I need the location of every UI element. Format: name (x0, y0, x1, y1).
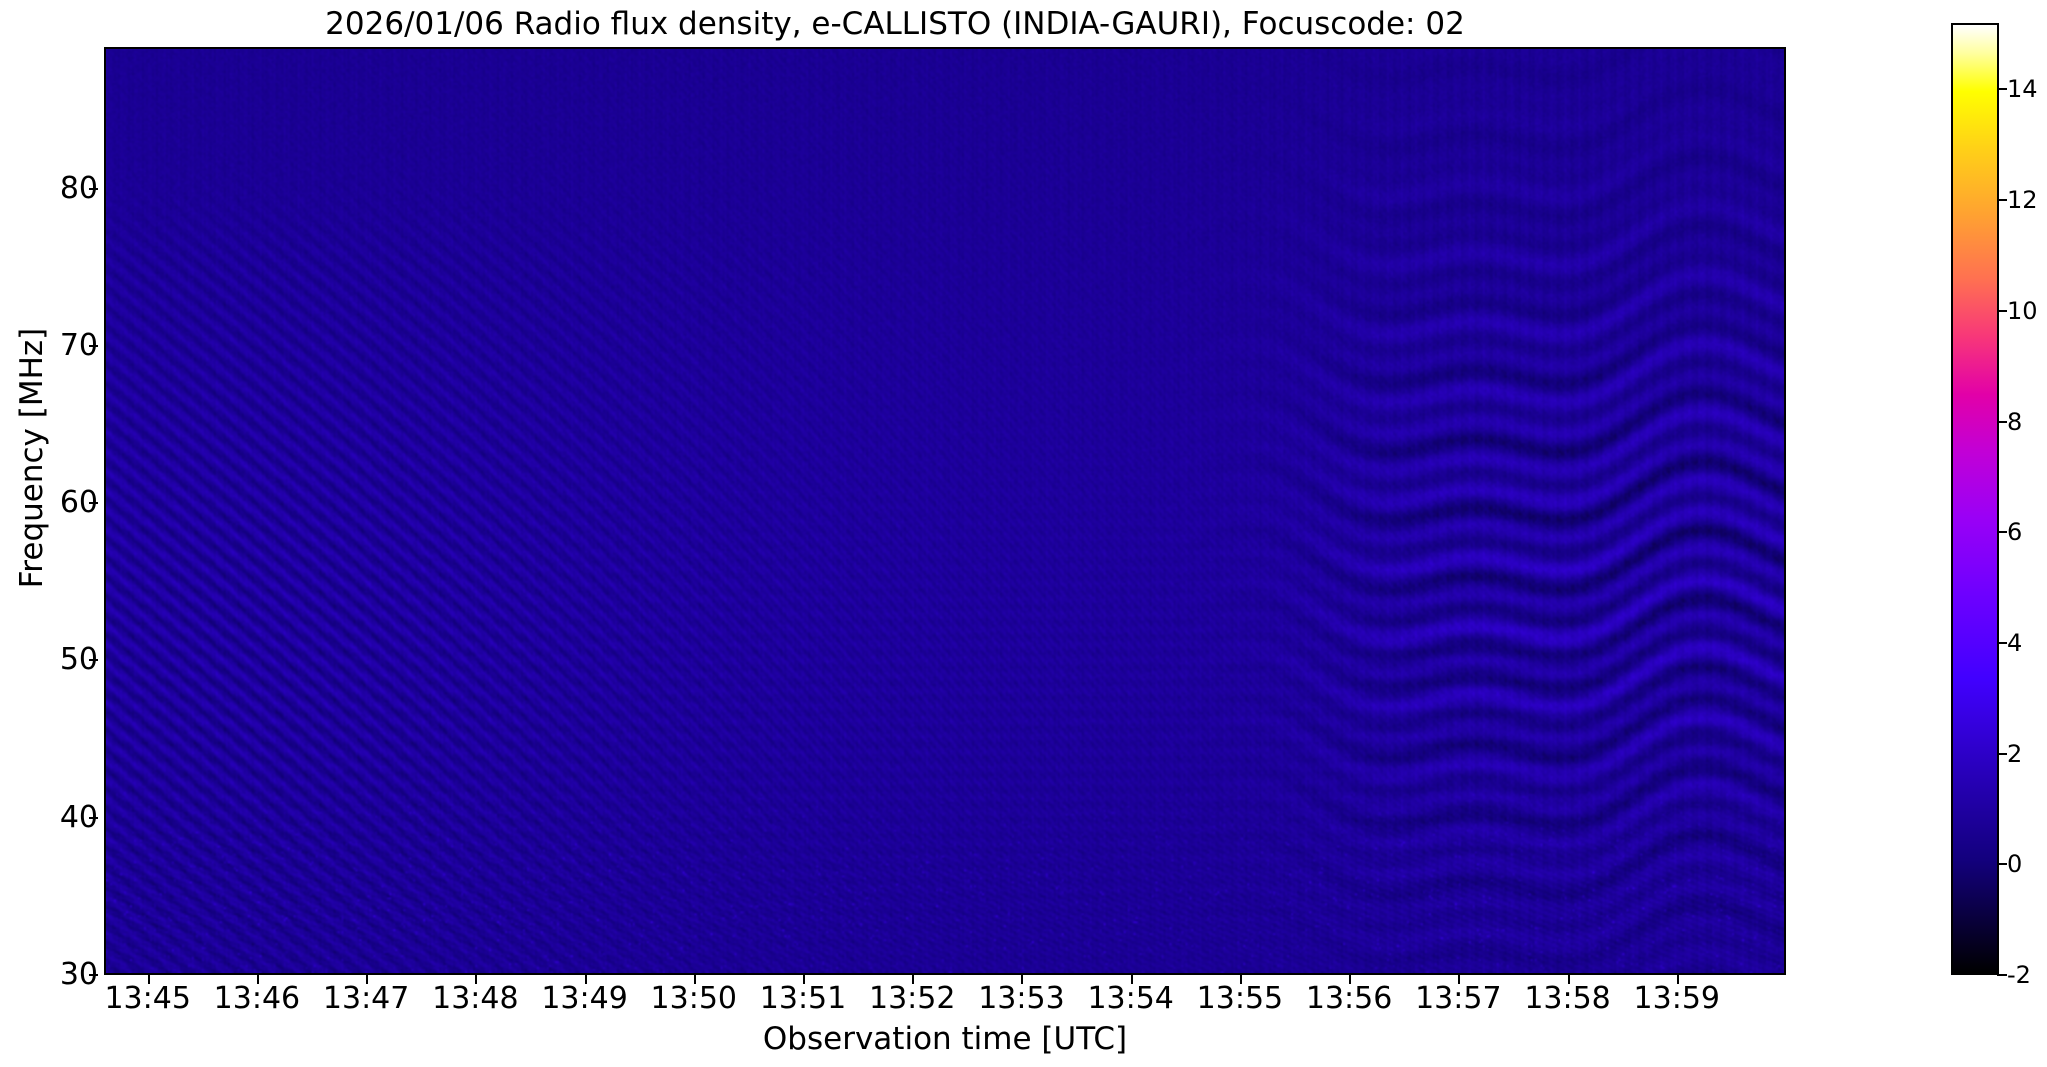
colorbar-tick-label: 0 (2007, 850, 2023, 879)
colorbar-tick-label: -2 (2007, 961, 2031, 989)
y-tick-mark (89, 659, 98, 662)
x-tick-mark (912, 975, 915, 984)
x-tick-label: 13:50 (650, 981, 738, 1016)
x-tick-mark (366, 975, 369, 984)
x-axis-label: Observation time [UTC] (762, 1021, 1128, 1057)
x-tick-mark (1021, 975, 1024, 984)
x-tick-mark (1567, 975, 1570, 984)
x-tick-mark (1458, 975, 1461, 984)
colorbar-tick-mark (1997, 199, 2007, 202)
x-tick-label: 13:55 (1196, 981, 1284, 1016)
x-tick-label: 13:53 (978, 981, 1065, 1016)
colorbar-tick-label: 12 (2007, 186, 2038, 215)
x-tick-label: 13:58 (1524, 981, 1611, 1016)
x-tick-label: 13:57 (1415, 981, 1502, 1016)
colorbar-tick-mark (1997, 88, 2007, 91)
colorbar-tick-mark (1997, 531, 2007, 534)
colorbar-tick-mark (1997, 974, 2007, 976)
colorbar-tick-mark (1997, 863, 2007, 866)
colorbar-tick-mark (1997, 420, 2007, 423)
y-tick-mark (89, 974, 98, 976)
x-tick-mark (693, 975, 696, 984)
spectrogram-plot-area[interactable] (104, 47, 1786, 975)
colorbar-tick-mark (1997, 641, 2007, 644)
colorbar-tick-label: 8 (2007, 407, 2023, 436)
x-tick-mark (147, 975, 150, 984)
x-tick-label: 13:45 (104, 981, 191, 1016)
y-tick-mark (89, 816, 98, 819)
x-tick-mark (1349, 975, 1352, 984)
spectrogram-image (106, 49, 1784, 973)
x-tick-mark (475, 975, 478, 984)
x-tick-label: 13:48 (432, 981, 519, 1016)
colorbar-tick-mark (1997, 752, 2007, 755)
y-tick-mark (89, 502, 98, 505)
colorbar-tick-label: 2 (2007, 739, 2023, 768)
x-tick-label: 13:59 (1633, 981, 1720, 1016)
x-tick-mark (803, 975, 805, 984)
x-axis-ticks: 13:45 13:46 13:47 13:48 13:49 13:50 13:51 13:52… (104, 975, 1786, 1035)
x-tick-label: 13:47 (322, 981, 410, 1016)
x-tick-label: 13:46 (213, 981, 301, 1016)
y-tick-mark (89, 187, 98, 190)
colorbar-tick-label: 6 (2007, 518, 2023, 547)
colorbar-tick-mark (1997, 309, 2007, 312)
y-axis-ticks: 80 70 60 50 40 30 (12, 47, 98, 990)
colorbar-tick-label: 10 (2007, 296, 2038, 325)
x-tick-mark (1676, 975, 1679, 984)
x-tick-label: 13:51 (759, 981, 847, 1016)
x-tick-label: 13:56 (1305, 981, 1393, 1016)
x-tick-label: 13:54 (1087, 981, 1174, 1016)
x-tick-mark (1239, 975, 1242, 984)
x-tick-mark (584, 975, 587, 984)
colorbar-gradient (1951, 23, 1999, 975)
x-tick-label: 13:49 (541, 981, 628, 1016)
x-tick-mark (256, 975, 259, 984)
page-title: 2026/01/06 Radio flux density, e-CALLIST… (325, 6, 1465, 42)
x-tick-mark (1130, 975, 1133, 984)
x-tick-label: 13:52 (868, 981, 956, 1016)
colorbar-tick-label: 4 (2007, 628, 2023, 657)
y-tick-label: 40 (59, 799, 98, 835)
colorbar-tick-label: 14 (2007, 75, 2038, 104)
y-axis-label: Frequency [MHz] (14, 327, 50, 589)
y-tick-mark (89, 344, 98, 347)
